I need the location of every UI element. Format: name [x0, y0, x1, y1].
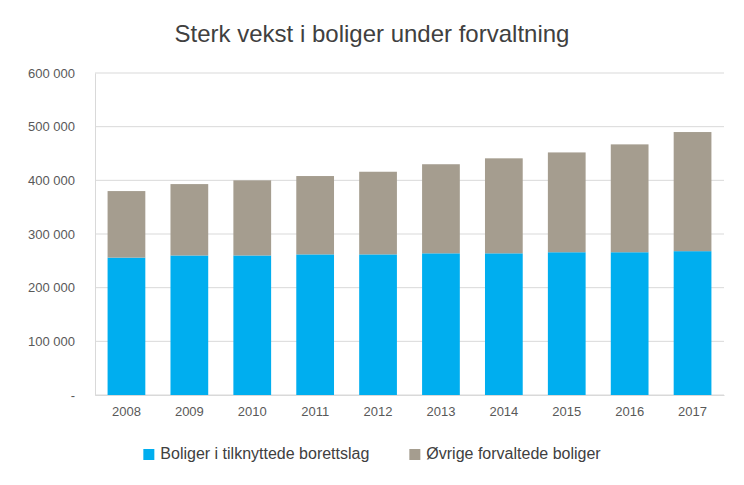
x-tick: 2016 [615, 404, 644, 419]
bar [296, 176, 334, 254]
x-tick: 2012 [364, 404, 393, 419]
y-axis: - 100 000 200 000 300 000 400 000 500 000 600 … [28, 66, 96, 403]
bar [548, 152, 586, 252]
legend-swatch [409, 449, 420, 460]
y-tick-label: 200 000 [28, 280, 75, 295]
x-tick-label: 2013 [426, 404, 455, 419]
x-tick-label: 2009 [175, 404, 204, 419]
title: Sterk vekst i boliger under forvaltning [175, 20, 570, 47]
y-tick: 300 000 [28, 227, 95, 242]
x-tick: 2009 [175, 404, 204, 419]
bar [233, 180, 271, 255]
legend-label: Boliger i tilknyttede borettslag [160, 445, 369, 462]
x-tick-label: 2015 [552, 404, 581, 419]
x-tick-label: 2008 [112, 404, 141, 419]
x-tick: 2015 [552, 404, 581, 419]
bar [611, 144, 649, 252]
chart: Sterk vekst i boliger under forvaltning -… [0, 0, 744, 485]
x-tick: 2008 [112, 404, 141, 419]
x-tick: 2013 [426, 404, 455, 419]
bar [359, 172, 397, 255]
y-tick-label: 100 000 [28, 334, 75, 349]
bar [108, 191, 146, 258]
x-tick: 2017 [678, 404, 707, 419]
grid-line [95, 73, 724, 74]
y-tick: 600 000 [28, 66, 95, 81]
legend-item: Boliger i tilknyttede borettslag [143, 445, 369, 462]
bar [611, 252, 649, 395]
bars [108, 132, 712, 395]
y-tick-label: 300 000 [28, 227, 75, 242]
bar [674, 251, 712, 395]
bar [485, 158, 523, 253]
bar [359, 254, 397, 395]
x-tick-label: 2016 [615, 404, 644, 419]
legend-swatch [143, 449, 154, 460]
y-tick-label: 500 000 [28, 119, 75, 134]
bar [296, 254, 334, 395]
x-tick-label: 2014 [489, 404, 518, 419]
x-axis: 2008 2009 2010 2011 2012 2013 2014 2015 2016 2017 [96, 396, 725, 420]
plot: - 100 000 200 000 300 000 400 000 500 000 600 … [28, 66, 725, 420]
x-tick-label: 2012 [364, 404, 393, 419]
bar [170, 184, 208, 255]
x-tick-label: 2010 [238, 404, 267, 419]
series [108, 251, 712, 395]
x-tick: 2014 [489, 404, 518, 419]
bar [422, 164, 460, 253]
legend: Boliger i tilknyttede borettslag Øvrige f… [143, 445, 601, 462]
x-tick-label: 2017 [678, 404, 707, 419]
bar [548, 252, 586, 395]
bar [108, 258, 146, 395]
grid-line [95, 126, 724, 127]
y-tick-label: 600 000 [28, 66, 75, 81]
series [108, 132, 712, 258]
x-axis-line [96, 395, 725, 396]
legend-label: Øvrige forvaltede boliger [426, 445, 601, 462]
bar [485, 253, 523, 395]
bar [674, 132, 712, 251]
y-tick-label: - [71, 388, 75, 403]
x-tick: 2010 [238, 404, 267, 419]
y-tick: 200 000 [28, 280, 95, 295]
y-tick-label: 400 000 [28, 173, 75, 188]
bar [422, 253, 460, 395]
y-tick: - [71, 388, 95, 403]
y-tick: 500 000 [28, 119, 95, 134]
y-axis-line [95, 74, 96, 396]
bar [170, 255, 208, 395]
bar [233, 255, 271, 395]
legend-item: Øvrige forvaltede boliger [409, 445, 601, 462]
x-tick: 2011 [301, 404, 329, 419]
y-tick: 400 000 [28, 173, 95, 188]
x-tick-label: 2011 [301, 404, 329, 419]
grid [95, 73, 724, 395]
y-tick: 100 000 [28, 334, 95, 349]
